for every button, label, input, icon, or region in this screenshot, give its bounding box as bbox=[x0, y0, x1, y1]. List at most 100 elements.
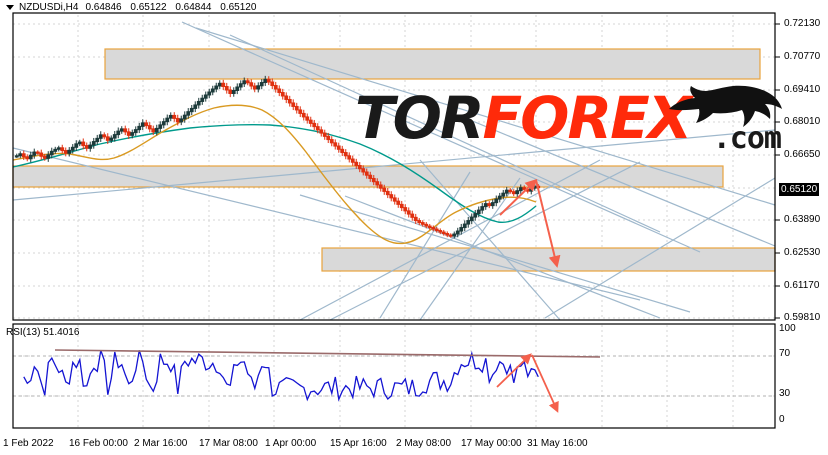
candle-body bbox=[28, 154, 33, 160]
candle-body bbox=[448, 234, 453, 237]
candle-body bbox=[189, 107, 194, 113]
candle-body bbox=[368, 174, 373, 179]
candle-body bbox=[473, 213, 478, 218]
candle-body bbox=[98, 134, 103, 139]
candle-body bbox=[109, 137, 114, 141]
candle-body bbox=[273, 85, 278, 90]
candle-body bbox=[91, 141, 96, 146]
candle-body bbox=[497, 195, 502, 200]
candle-body bbox=[235, 86, 240, 91]
trendline-descending-major bbox=[181, 21, 701, 253]
candle-body bbox=[182, 114, 187, 120]
candle-body bbox=[322, 132, 327, 137]
price-tick-label: 0.72130 bbox=[784, 18, 821, 29]
time-tick-label: 16 Feb 00:00 bbox=[69, 438, 128, 449]
trendline-ascending-long bbox=[12, 129, 776, 201]
candle-body bbox=[364, 171, 369, 176]
symbol-name: NZDUSDi,H4 bbox=[19, 2, 79, 13]
forecast-up-arrow bbox=[499, 178, 538, 216]
candle-body bbox=[483, 203, 488, 208]
candle-body bbox=[277, 88, 282, 93]
forecast-down-arrow bbox=[535, 179, 561, 268]
candle-body bbox=[385, 190, 390, 196]
candle-body bbox=[175, 117, 180, 123]
candle-body bbox=[154, 127, 159, 133]
candle-body bbox=[476, 209, 481, 215]
price-tick-label: 0.68010 bbox=[784, 116, 821, 127]
candle-body bbox=[445, 233, 450, 236]
zone-group bbox=[12, 48, 776, 272]
candle-body bbox=[63, 150, 68, 154]
candle-body bbox=[32, 151, 37, 156]
time-tick-label: 15 Apr 16:00 bbox=[330, 438, 387, 449]
candle-body bbox=[252, 85, 257, 90]
candle-body bbox=[123, 128, 128, 133]
ohlc-open: 0.64846 bbox=[85, 2, 122, 13]
candle-body bbox=[501, 192, 506, 197]
candle-body bbox=[399, 203, 404, 209]
candle-body bbox=[70, 146, 75, 151]
candle-body bbox=[200, 97, 205, 102]
candle-body bbox=[315, 126, 320, 131]
trendline-cross-down bbox=[469, 119, 776, 247]
candle-body bbox=[238, 83, 243, 88]
candle-body bbox=[298, 109, 303, 114]
candle-body bbox=[455, 230, 460, 235]
candle-body bbox=[25, 156, 30, 160]
candle-body bbox=[459, 227, 464, 232]
candle-body bbox=[217, 82, 222, 87]
candle-body bbox=[420, 222, 425, 225]
candle-body bbox=[158, 124, 163, 129]
price-tick-label: 0.69410 bbox=[784, 84, 821, 95]
candle-body bbox=[413, 216, 418, 222]
candle-body bbox=[291, 102, 296, 107]
candle-body bbox=[105, 136, 110, 141]
trendline-fan-d bbox=[379, 171, 471, 319]
triangle-down-icon[interactable] bbox=[6, 5, 14, 10]
candle-body bbox=[326, 135, 331, 141]
time-tick-label: 17 May 00:00 bbox=[461, 438, 522, 449]
candle-body bbox=[116, 130, 121, 136]
candle-body bbox=[438, 230, 443, 233]
candle-body bbox=[210, 88, 215, 93]
time-tick-label: 2 May 08:00 bbox=[396, 438, 452, 449]
trendline-cross-up bbox=[544, 177, 776, 319]
candle-body bbox=[168, 114, 173, 119]
candle-body bbox=[312, 122, 317, 128]
candle-body bbox=[469, 216, 474, 222]
candle-body bbox=[375, 181, 380, 186]
price-tick-label: 0.70770 bbox=[784, 51, 821, 62]
candle-body bbox=[119, 128, 124, 132]
candle-body bbox=[46, 154, 51, 159]
support-zone-lower bbox=[321, 247, 776, 272]
ohlc-low: 0.64844 bbox=[175, 2, 212, 13]
resistance-zone-mid bbox=[12, 165, 724, 188]
candle-body bbox=[53, 148, 58, 152]
candle-body bbox=[343, 152, 348, 157]
candle-body bbox=[60, 147, 65, 152]
candle-body bbox=[18, 153, 23, 157]
candle-body bbox=[287, 98, 292, 104]
candle-body bbox=[130, 132, 135, 136]
price-tick-label: 0.66650 bbox=[784, 149, 821, 160]
time-tick-label: 17 Mar 08:00 bbox=[199, 438, 258, 449]
candle-body bbox=[137, 125, 142, 131]
current-price-label: 0.65120 bbox=[779, 183, 820, 196]
candle-body bbox=[35, 151, 40, 154]
candle-body bbox=[67, 149, 72, 154]
candle-body bbox=[207, 91, 212, 96]
rsi-forecast-up-arrow bbox=[496, 353, 532, 388]
candle-body bbox=[410, 213, 415, 218]
candle-body bbox=[417, 220, 422, 224]
rsi-tick-label: 100 bbox=[779, 323, 796, 334]
candle-body bbox=[406, 210, 411, 215]
candle-body bbox=[284, 95, 289, 100]
candle-body bbox=[144, 122, 149, 127]
ohlc-high: 0.65122 bbox=[130, 2, 167, 13]
candle-body bbox=[49, 150, 54, 156]
candle-body bbox=[396, 200, 401, 205]
ma-fast-line bbox=[12, 104, 537, 245]
candle-body bbox=[249, 82, 254, 87]
candle-body bbox=[165, 117, 170, 123]
